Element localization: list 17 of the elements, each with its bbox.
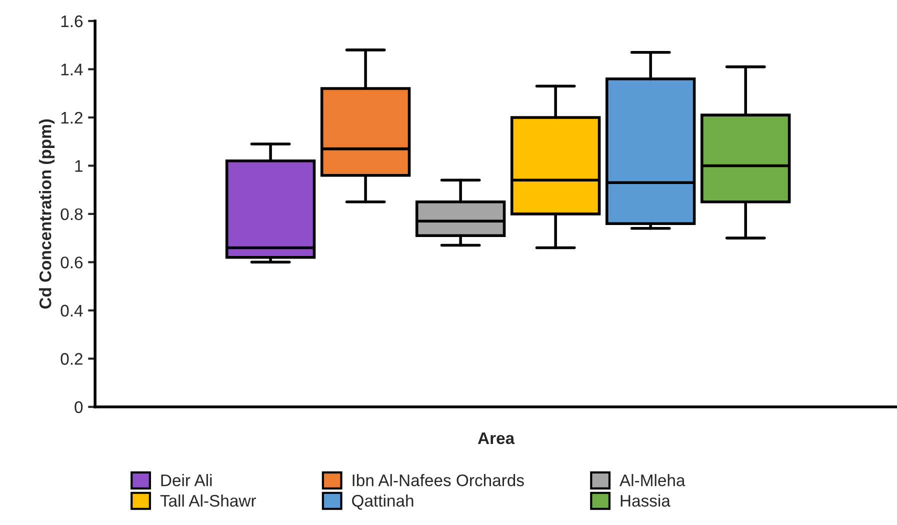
y-tick-label: 1.6 [61,15,83,28]
y-tick-label: 0.8 [60,208,83,220]
legend-label: Ibn Al-Nafees Orchards [352,474,524,486]
y-tick-label: 0.6 [60,256,83,268]
x-axis-title: Area [478,432,515,444]
y-tick-label: 0.4 [60,304,83,317]
legend-label: Deir Ali [161,474,212,486]
legend-label: Tall Al-Shawr [160,494,256,507]
y-tick-label: 1.2 [61,112,82,124]
legend-label: Hassia [620,494,670,507]
y-axis-title: Cd Concentration (ppm) [39,119,55,309]
y-tick-label: 0 [74,401,83,414]
y-tick-label: 1.4 [61,64,83,76]
y-tick-label: 0.2 [60,353,82,365]
legend-label: Al-Mleha [620,474,686,486]
y-tick-label: 1 [75,160,82,172]
legend-label: Qattinah [352,494,414,510]
